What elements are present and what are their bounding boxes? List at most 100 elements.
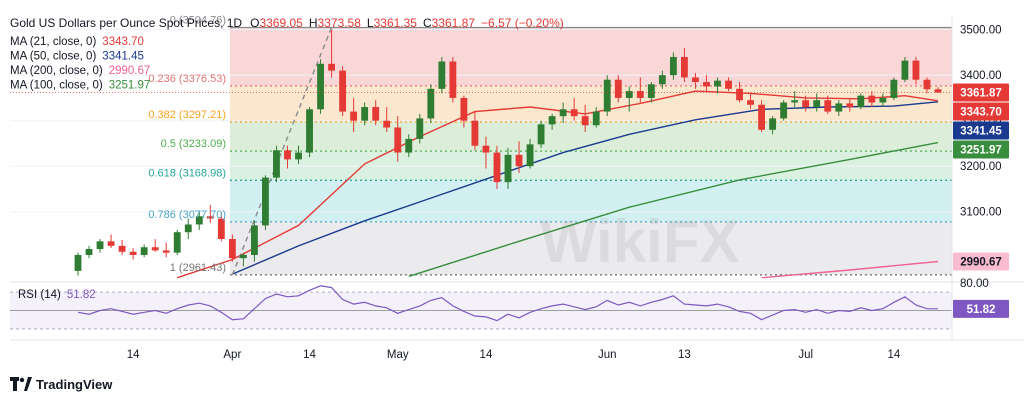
candle-body — [471, 120, 479, 146]
candle-body — [96, 241, 104, 250]
candle-body — [703, 82, 710, 87]
candle-body — [284, 150, 291, 160]
time-tick-label: 14 — [127, 349, 140, 361]
brand-name: TradingView — [36, 376, 113, 392]
candle-body — [350, 111, 358, 121]
candle-body — [107, 241, 115, 246]
candle-body — [129, 251, 137, 255]
candle-body — [118, 245, 126, 252]
tradingview-branding[interactable]: TradingView — [10, 374, 112, 394]
fibonacci-labels: 0 (3504.76) 0.236 (3376.53) 0.382 (3297.21… — [148, 14, 226, 273]
candle-body — [714, 80, 721, 87]
header-change-value: −6.57 (−0.20%) — [481, 16, 564, 30]
fib-label-0.618: 0.618 (3168.98) — [148, 167, 226, 179]
candle-body — [383, 120, 391, 128]
legend-label: MA (21, close, 0) — [10, 36, 96, 48]
candle-body — [802, 100, 810, 108]
ohlc-header: Gold US Dollars per Ounce Spot Prices, 1… — [10, 16, 564, 30]
header-open-label: O — [250, 16, 259, 30]
fib-label-0.5: 0.5 (3233.09) — [161, 138, 226, 150]
candle-body — [824, 100, 832, 112]
time-tick-label: Jun — [598, 349, 617, 361]
candle-body — [835, 103, 843, 112]
price-tag-label: 2990.67 — [960, 256, 1002, 268]
candle-body — [140, 247, 148, 255]
candle-body — [680, 56, 688, 78]
fib-label-0.382: 0.382 (3297.21) — [148, 109, 226, 121]
candle-body — [758, 104, 766, 130]
candle-body — [295, 152, 302, 160]
rsi-pane: RSI (14) 51.82 — [10, 281, 1024, 341]
candle-body — [372, 107, 380, 121]
candle-body — [592, 111, 600, 126]
price-tag — [953, 252, 1009, 271]
candle-body — [559, 109, 567, 117]
candle-body — [262, 177, 269, 226]
candle-body — [857, 95, 865, 108]
candle-body — [85, 249, 93, 255]
fib-band — [230, 221, 952, 275]
header-open-value: 3369.05 — [259, 16, 303, 30]
candle-body — [339, 70, 347, 112]
candle-body — [537, 124, 545, 145]
indicator-legend: MA (21, close, 0) 3343.70 MA (50, close, 0… — [10, 36, 150, 92]
candle-body — [427, 88, 435, 119]
fib-label-1: 1 (2961.43) — [170, 262, 226, 274]
header-high-value: 3373.58 — [318, 16, 362, 30]
candle-body — [923, 79, 931, 90]
candle-body — [846, 103, 854, 108]
price-grid — [10, 29, 952, 213]
time-tick-label: Apr — [223, 349, 241, 361]
candle-body — [669, 56, 677, 76]
time-tick-label: 14 — [480, 349, 493, 361]
tradingview-logo-icon — [10, 377, 32, 391]
fibonacci-levels — [230, 26, 952, 276]
time-axis[interactable]: 14 Apr 14 May 14 Jun 13 Jul 14 — [127, 349, 901, 361]
candle-body — [328, 63, 336, 71]
candle-body — [725, 80, 732, 89]
rsi-line — [77, 285, 939, 322]
candle-body — [250, 225, 258, 255]
price-tick-label: 3500.00 — [960, 25, 1002, 37]
candle-body — [195, 216, 203, 225]
fib-label-0.786: 0.786 (3077.70) — [148, 209, 226, 221]
rsi-label: RSI (14) — [18, 289, 61, 301]
candle-body — [184, 224, 192, 233]
candle-body — [449, 61, 457, 98]
candle-body — [306, 109, 313, 153]
candle-body — [438, 61, 446, 89]
time-tick-label: 14 — [887, 349, 900, 361]
ma200-line — [761, 260, 939, 279]
rsi-tag-label: 51.82 — [967, 304, 996, 316]
candle-body — [515, 154, 523, 167]
candle-body — [526, 144, 534, 167]
rsi-tick-label: 80.00 — [960, 278, 989, 290]
candle-body — [769, 118, 777, 130]
candle-body — [239, 254, 247, 259]
fibonacci-bands — [230, 27, 952, 275]
candle-body — [813, 100, 821, 108]
candle-body — [548, 116, 556, 125]
legend-label: MA (200, close, 0) — [10, 65, 103, 77]
time-tick-label: Jul — [798, 349, 813, 361]
fib-label-0: 0 (3504.76) — [170, 14, 226, 26]
header-low-value: 3361.35 — [374, 16, 418, 30]
ma100-line — [408, 141, 939, 278]
candle-body — [890, 79, 898, 98]
price-tag — [953, 83, 1009, 102]
candle-body — [603, 79, 611, 112]
candle-body — [504, 154, 512, 183]
candle-body — [493, 152, 501, 183]
price-tick-label: 3400.00 — [960, 70, 1002, 82]
candle-body — [416, 118, 424, 139]
candlestick-series[interactable] — [10, 29, 952, 276]
candle-body — [361, 107, 369, 121]
header-high-label: H — [309, 16, 318, 30]
candle-body — [570, 109, 578, 117]
candle-body — [780, 102, 788, 119]
candle-body — [692, 77, 699, 82]
price-axis[interactable]: 3500.003400.003300.003200.003100.0080.00… — [951, 16, 1009, 340]
price-tag — [953, 102, 1009, 121]
price-tag-label: 3361.87 — [960, 88, 1002, 100]
